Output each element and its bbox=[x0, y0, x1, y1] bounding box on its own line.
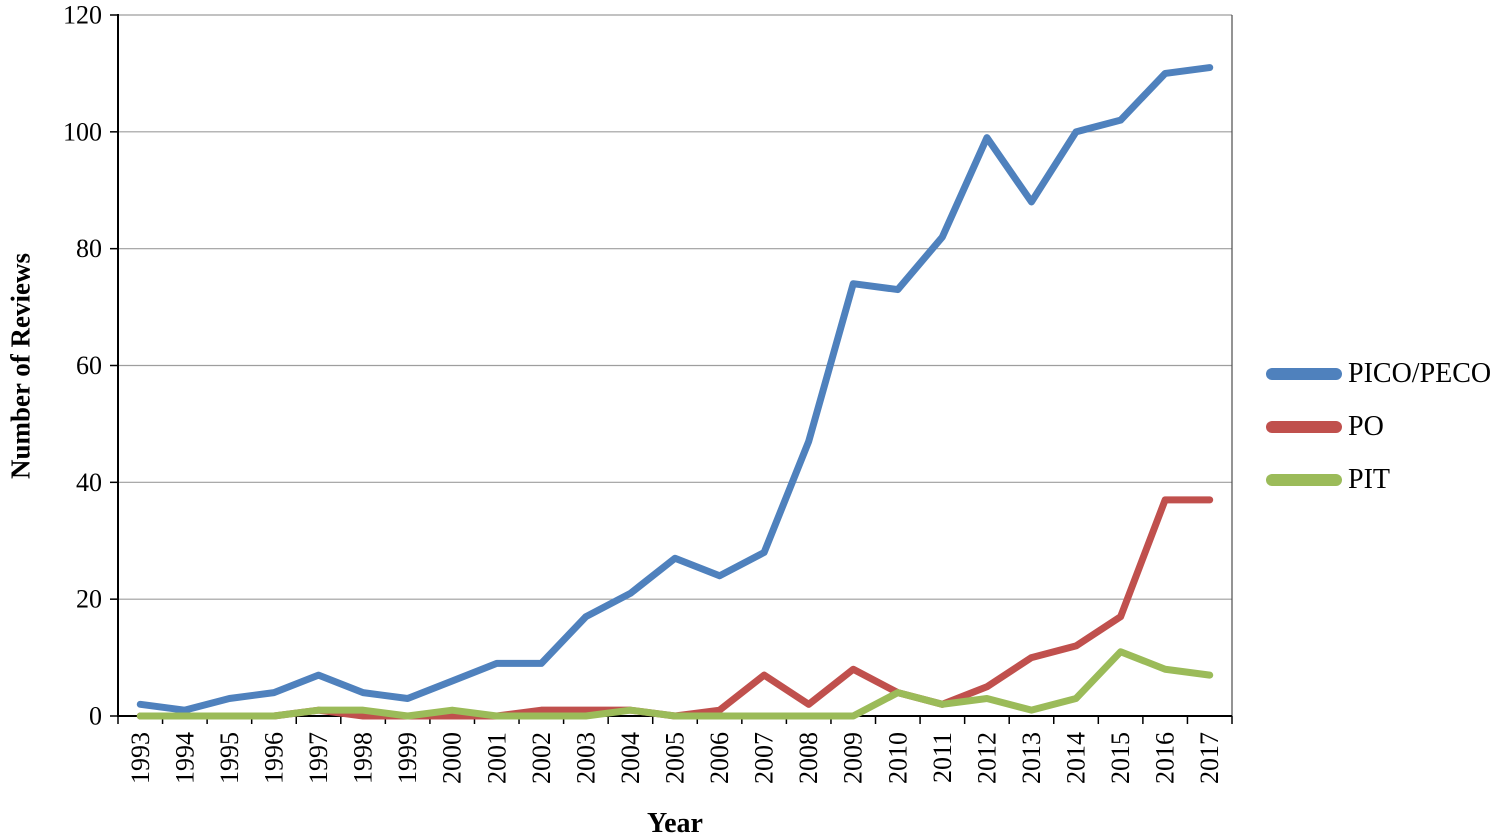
legend-label-pico-peco: PICO/PECO bbox=[1348, 358, 1492, 389]
legend-swatch-po bbox=[1266, 421, 1342, 433]
x-axis-title: Year bbox=[647, 808, 703, 839]
x-tick-label: 2014 bbox=[1062, 732, 1091, 784]
x-tick-label: 2003 bbox=[571, 732, 600, 784]
x-tick-label: 2011 bbox=[928, 732, 957, 783]
legend-item-pit: PIT bbox=[1266, 464, 1491, 496]
y-tick-label: 80 bbox=[76, 234, 102, 263]
x-tick-label: 2001 bbox=[482, 732, 511, 784]
x-tick-label: 1998 bbox=[349, 732, 378, 784]
x-tick-label: 1994 bbox=[170, 732, 199, 784]
x-tick-label: 2016 bbox=[1151, 732, 1180, 784]
x-tick-label: 2010 bbox=[883, 732, 912, 784]
y-tick-label: 100 bbox=[63, 117, 102, 146]
legend-swatch-pit bbox=[1266, 474, 1342, 486]
y-tick-label: 0 bbox=[89, 702, 102, 731]
legend-item-pico-peco: PICO/PECO bbox=[1266, 358, 1491, 390]
x-tick-label: 1995 bbox=[215, 732, 244, 784]
x-tick-label: 2015 bbox=[1106, 732, 1135, 784]
x-tick-label: 2000 bbox=[438, 732, 467, 784]
x-tick-label: 2009 bbox=[839, 732, 868, 784]
y-tick-label: 20 bbox=[76, 585, 102, 614]
legend-item-po: PO bbox=[1266, 411, 1491, 443]
x-tick-label: 2006 bbox=[705, 732, 734, 784]
y-tick-label: 120 bbox=[63, 1, 102, 30]
legend-label-pit: PIT bbox=[1348, 464, 1390, 495]
x-tick-label: 2007 bbox=[750, 732, 779, 784]
x-tick-label: 1993 bbox=[126, 732, 155, 784]
x-tick-label: 2004 bbox=[616, 732, 645, 784]
x-tick-label: 2012 bbox=[972, 732, 1001, 784]
legend-swatch-pico-peco bbox=[1266, 368, 1342, 380]
x-tick-label: 1997 bbox=[304, 732, 333, 784]
legend: PICO/PECO PO PIT bbox=[1266, 358, 1491, 496]
x-tick-label: 1996 bbox=[259, 732, 288, 784]
series-line-pit bbox=[136, 648, 1214, 720]
legend-label-po: PO bbox=[1348, 411, 1384, 442]
x-tick-label: 2017 bbox=[1195, 732, 1224, 784]
x-tick-label: 2005 bbox=[661, 732, 690, 784]
series-line-pico-peco bbox=[136, 64, 1214, 714]
y-tick-label: 60 bbox=[76, 351, 102, 380]
x-tick-label: 2013 bbox=[1017, 732, 1046, 784]
y-tick-label: 40 bbox=[76, 468, 102, 497]
x-tick-label: 1999 bbox=[393, 732, 422, 784]
x-tick-label: 2002 bbox=[527, 732, 556, 784]
y-axis-title: Number of Reviews bbox=[5, 253, 36, 479]
x-tick-label: 2008 bbox=[794, 732, 823, 784]
